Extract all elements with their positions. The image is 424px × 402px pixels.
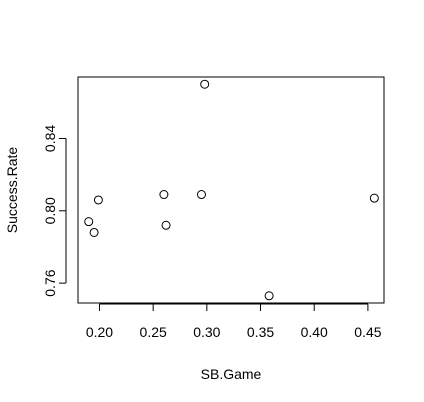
data-point [84,217,94,227]
data-point [159,190,169,200]
x-axis-label: SB.Game [201,366,262,382]
y-tick-label: 0.80 [42,197,58,224]
y-tick-label: 0.84 [42,125,58,152]
x-tick-label: 0.35 [247,324,274,340]
y-tick-label: 0.76 [42,269,58,296]
data-points [84,79,379,301]
data-point [264,291,274,301]
x-axis: 0.20 0.25 0.30 0.35 0.40 0.45 [86,303,382,340]
x-tick-label: 0.30 [193,324,220,340]
data-point [200,79,210,89]
x-tick-label: 0.25 [140,324,167,340]
y-axis-label: Success.Rate [4,147,20,234]
x-tick-label: 0.45 [354,324,381,340]
data-point [369,193,379,203]
x-tick-label: 0.40 [301,324,328,340]
plot-frame [77,76,385,304]
data-point [93,195,103,205]
data-point [196,190,206,200]
data-point [161,220,171,230]
y-axis: 0.76 0.80 0.84 [42,125,67,297]
data-point [89,227,99,237]
x-tick-label: 0.20 [86,324,113,340]
